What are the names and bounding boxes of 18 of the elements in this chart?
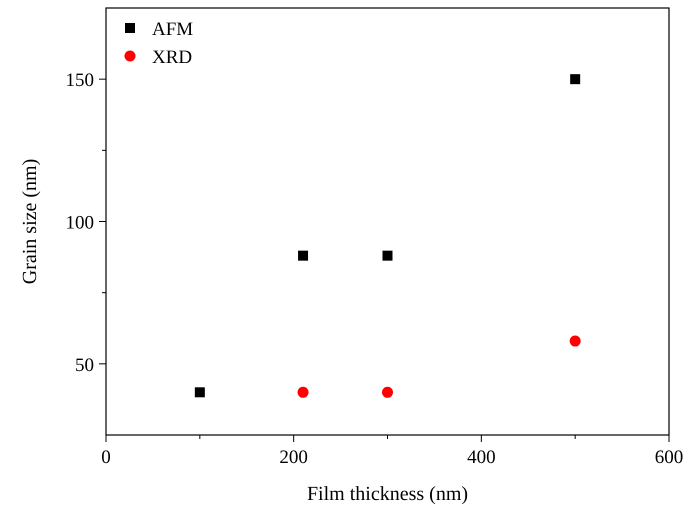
x-axis-title: Film thickness (nm) bbox=[306, 483, 468, 505]
x-tick-label: 0 bbox=[101, 447, 111, 468]
point bbox=[570, 336, 581, 347]
legend-label: XRD bbox=[152, 47, 192, 68]
x-tick-label: 400 bbox=[467, 447, 496, 468]
point bbox=[298, 386, 309, 398]
point bbox=[382, 386, 393, 398]
x-tick-label: 600 bbox=[654, 447, 684, 468]
point bbox=[570, 74, 580, 84]
point bbox=[298, 250, 308, 261]
y-axis-title: Grain size (nm) bbox=[19, 158, 41, 284]
y-tick-label: 150 bbox=[66, 70, 94, 92]
y-tick-label: 50 bbox=[75, 354, 94, 376]
x-tick-label: 200 bbox=[279, 447, 308, 468]
legend-label: AFM bbox=[152, 19, 194, 40]
y-tick-label: 100 bbox=[66, 212, 94, 234]
point bbox=[194, 387, 205, 398]
point bbox=[382, 250, 392, 261]
